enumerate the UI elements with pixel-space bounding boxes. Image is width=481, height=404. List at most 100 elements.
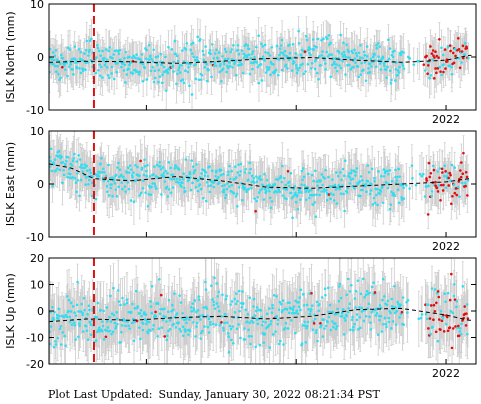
data-point xyxy=(408,57,411,60)
data-point xyxy=(431,58,434,61)
data-point xyxy=(180,185,183,188)
data-point xyxy=(147,58,151,61)
data-point xyxy=(264,50,267,54)
data-point xyxy=(314,58,318,62)
data-point xyxy=(122,175,125,179)
data-point xyxy=(132,171,135,174)
data-point xyxy=(249,61,253,64)
data-point xyxy=(255,60,259,64)
data-point xyxy=(394,68,398,71)
data-point xyxy=(125,73,129,76)
data-point xyxy=(71,176,75,179)
data-point xyxy=(140,53,144,56)
data-point xyxy=(244,42,248,46)
data-point xyxy=(114,173,118,177)
data-point xyxy=(148,175,152,178)
data-point xyxy=(71,159,75,163)
data-point xyxy=(309,53,312,57)
data-point xyxy=(86,61,90,64)
data-point xyxy=(277,58,281,61)
data-point xyxy=(204,171,208,174)
data-point xyxy=(248,72,252,76)
data-point xyxy=(209,52,213,56)
data-point xyxy=(197,178,200,182)
data-point xyxy=(237,52,241,56)
data-point xyxy=(429,74,433,77)
data-point xyxy=(223,62,226,66)
data-point xyxy=(365,45,369,48)
data-point xyxy=(49,47,52,51)
data-point xyxy=(126,166,130,170)
data-point xyxy=(159,52,163,56)
data-point xyxy=(235,73,238,77)
data-point xyxy=(87,175,90,178)
data-point xyxy=(66,74,69,78)
data-point xyxy=(374,65,378,69)
data-point xyxy=(100,65,103,69)
data-point xyxy=(332,62,336,66)
data-point xyxy=(378,62,382,65)
data-point xyxy=(232,43,235,47)
data-point xyxy=(362,68,365,72)
data-point xyxy=(156,63,159,67)
data-point xyxy=(359,43,362,47)
data-point xyxy=(190,42,193,46)
data-point xyxy=(446,45,450,48)
data-point xyxy=(356,65,360,68)
recent-data-point xyxy=(439,70,442,73)
recent-data-point xyxy=(436,67,440,70)
data-point xyxy=(193,58,197,62)
data-point xyxy=(370,65,373,68)
data-point xyxy=(165,68,169,72)
data-point xyxy=(116,166,119,169)
data-point xyxy=(54,48,58,52)
data-point xyxy=(467,56,470,60)
data-point xyxy=(163,180,167,183)
data-point xyxy=(316,37,320,41)
data-point xyxy=(178,178,182,181)
data-point xyxy=(391,55,395,59)
data-point xyxy=(364,79,368,82)
data-point xyxy=(157,80,160,84)
data-point xyxy=(378,45,381,48)
recent-data-point xyxy=(445,59,449,63)
data-point xyxy=(149,69,153,73)
data-point xyxy=(153,182,157,186)
data-point xyxy=(114,49,118,52)
data-point xyxy=(375,46,379,50)
data-point xyxy=(81,170,84,173)
data-point xyxy=(385,76,388,80)
data-point xyxy=(363,53,367,57)
data-point xyxy=(229,50,232,54)
data-point xyxy=(177,68,180,72)
data-point xyxy=(163,175,166,179)
data-point xyxy=(423,69,427,72)
data-point xyxy=(105,190,109,193)
data-point xyxy=(151,60,155,63)
data-point xyxy=(80,163,83,167)
recent-data-point xyxy=(437,56,440,59)
data-point xyxy=(393,79,397,82)
data-point xyxy=(313,67,317,71)
data-point xyxy=(330,53,333,57)
data-point xyxy=(57,150,61,153)
data-point xyxy=(305,38,309,42)
data-point xyxy=(189,176,192,179)
data-point xyxy=(226,66,230,70)
data-point xyxy=(78,66,81,70)
data-point xyxy=(170,47,174,51)
data-point xyxy=(228,64,232,68)
data-point xyxy=(111,194,114,198)
recent-data-point xyxy=(454,54,457,58)
data-point xyxy=(181,49,184,52)
data-point xyxy=(328,53,331,56)
data-point xyxy=(324,67,328,71)
data-point xyxy=(80,58,84,62)
data-point xyxy=(343,53,346,57)
data-point xyxy=(164,169,168,173)
data-point xyxy=(57,72,60,76)
data-point xyxy=(236,43,240,47)
data-point xyxy=(178,168,181,171)
data-point xyxy=(74,181,78,185)
data-point xyxy=(442,63,446,66)
